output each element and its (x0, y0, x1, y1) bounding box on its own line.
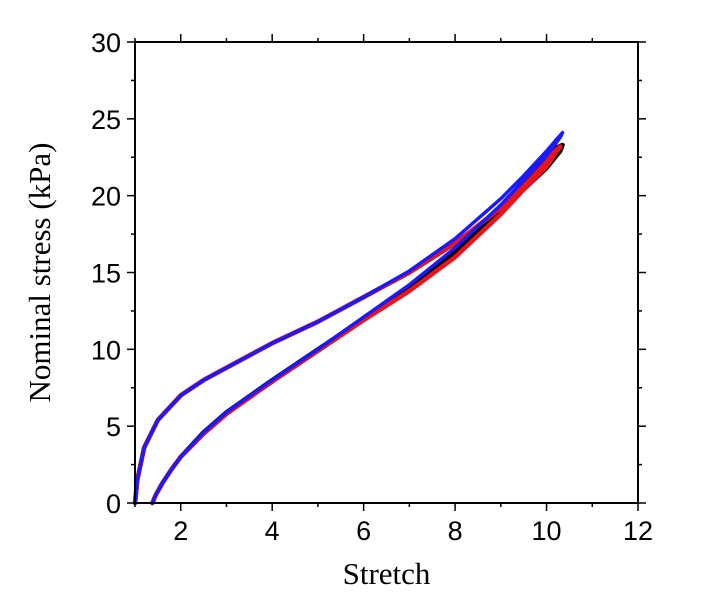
y-tick-label: 0 (106, 489, 121, 519)
y-axis-title: Nominal stress (kPa) (22, 142, 57, 402)
series-line-2 (132, 144, 563, 506)
x-tick-label: 6 (356, 516, 371, 546)
series-line-3 (133, 130, 565, 505)
x-tick-label: 10 (532, 516, 562, 546)
y-tick-label: 10 (91, 335, 121, 365)
y-tick-label: 30 (91, 28, 121, 58)
y-tick-label: 25 (91, 105, 121, 135)
plot-frame (134, 41, 639, 504)
y-tick-label: 15 (91, 259, 121, 289)
series-layer (132, 130, 565, 506)
y-tick-label: 20 (91, 182, 121, 212)
x-tick-label: 12 (623, 516, 653, 546)
x-axis-title: Stretch (343, 556, 431, 591)
x-tick-label: 4 (265, 516, 280, 546)
axis-layer: 2 4 6 8 10 12 0 5 10 15 20 25 30 (91, 28, 653, 546)
y-tick-label: 5 (106, 412, 121, 442)
x-tick-label: 2 (173, 516, 188, 546)
x-tick-label: 8 (448, 516, 463, 546)
